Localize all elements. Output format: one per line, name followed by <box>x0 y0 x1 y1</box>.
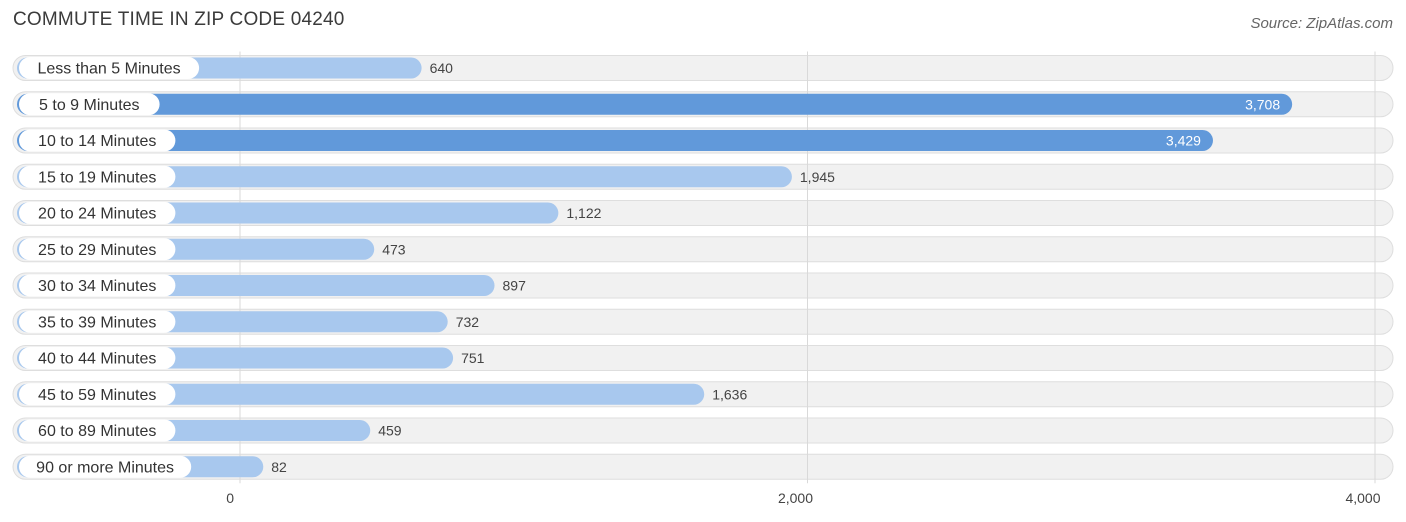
category-pill <box>19 274 176 297</box>
value-label: 751 <box>461 350 485 366</box>
bar-row: 60 to 89 Minutes 459 <box>17 419 402 442</box>
x-tick-label: 2,000 <box>778 490 813 506</box>
value-label: 1,945 <box>800 169 835 185</box>
category-label: 90 or more Minutes <box>36 459 174 476</box>
bar-row: 35 to 39 Minutes 732 <box>17 310 480 333</box>
category-pill <box>19 383 176 406</box>
value-label: 640 <box>430 60 454 76</box>
row-backgrounds <box>12 55 1394 480</box>
category-label: 30 to 34 Minutes <box>38 278 156 295</box>
bar <box>17 93 1293 115</box>
category-pill <box>19 347 176 369</box>
bar-row: 20 to 24 Minutes 1,122 <box>17 202 602 224</box>
category-label: 40 to 44 Minutes <box>38 351 156 368</box>
category-pill <box>19 165 176 188</box>
category-label: 20 to 24 Minutes <box>38 206 156 223</box>
category-pill <box>19 129 176 152</box>
chart-title: COMMUTE TIME IN ZIP CODE 04240 <box>13 9 345 30</box>
category-pill <box>19 202 176 224</box>
bar-row: 25 to 29 Minutes 473 <box>17 238 406 261</box>
bars: Less than 5 Minutes 640 5 to 9 Minutes 3,70… <box>17 57 1293 478</box>
category-pill <box>19 310 176 333</box>
category-label: 10 to 14 Minutes <box>38 133 156 150</box>
category-pill <box>19 57 200 79</box>
category-pill <box>19 455 192 478</box>
category-label: 60 to 89 Minutes <box>38 423 156 440</box>
category-label: 15 to 19 Minutes <box>38 169 156 186</box>
chart-source: Source: ZipAtlas.com <box>1250 15 1393 32</box>
bar <box>17 166 792 188</box>
bar <box>17 383 705 405</box>
row-background <box>12 453 1394 480</box>
bar-row: 30 to 34 Minutes 897 <box>17 274 527 297</box>
category-pill <box>19 419 176 442</box>
category-label: Less than 5 Minutes <box>37 61 180 78</box>
value-label: 459 <box>378 423 402 439</box>
x-axis-ticks: 0 2,000 4,000 <box>226 490 1381 506</box>
x-tick-label: 0 <box>226 490 234 506</box>
category-pill <box>19 238 176 261</box>
bar-row: 10 to 14 Minutes 3,429 <box>17 129 1213 152</box>
chart-rows <box>12 55 1394 480</box>
value-label: 82 <box>271 459 287 475</box>
bar-row: 40 to 44 Minutes 751 <box>17 347 485 369</box>
category-pill <box>19 93 160 116</box>
value-label: 732 <box>456 314 480 330</box>
value-label: 3,708 <box>1245 96 1280 112</box>
grid-lines <box>239 51 1376 484</box>
bar-row: 15 to 19 Minutes 1,945 <box>17 165 835 188</box>
bar-row: 5 to 9 Minutes 3,708 <box>17 93 1293 116</box>
value-label: 1,636 <box>712 386 747 402</box>
bar-row: 45 to 59 Minutes 1,636 <box>17 383 747 406</box>
bar-row: Less than 5 Minutes 640 <box>17 57 453 79</box>
value-label: 473 <box>382 241 406 257</box>
category-label: 5 to 9 Minutes <box>39 97 140 114</box>
x-tick-label: 4,000 <box>1345 490 1380 506</box>
bar-row: 90 or more Minutes 82 <box>17 455 287 478</box>
bar <box>17 130 1213 151</box>
value-label: 1,122 <box>566 205 601 221</box>
category-label: 25 to 29 Minutes <box>38 242 156 259</box>
value-label: 3,429 <box>1166 133 1201 149</box>
category-label: 45 to 59 Minutes <box>38 387 156 404</box>
value-label: 897 <box>503 278 527 294</box>
category-label: 35 to 39 Minutes <box>38 314 156 331</box>
